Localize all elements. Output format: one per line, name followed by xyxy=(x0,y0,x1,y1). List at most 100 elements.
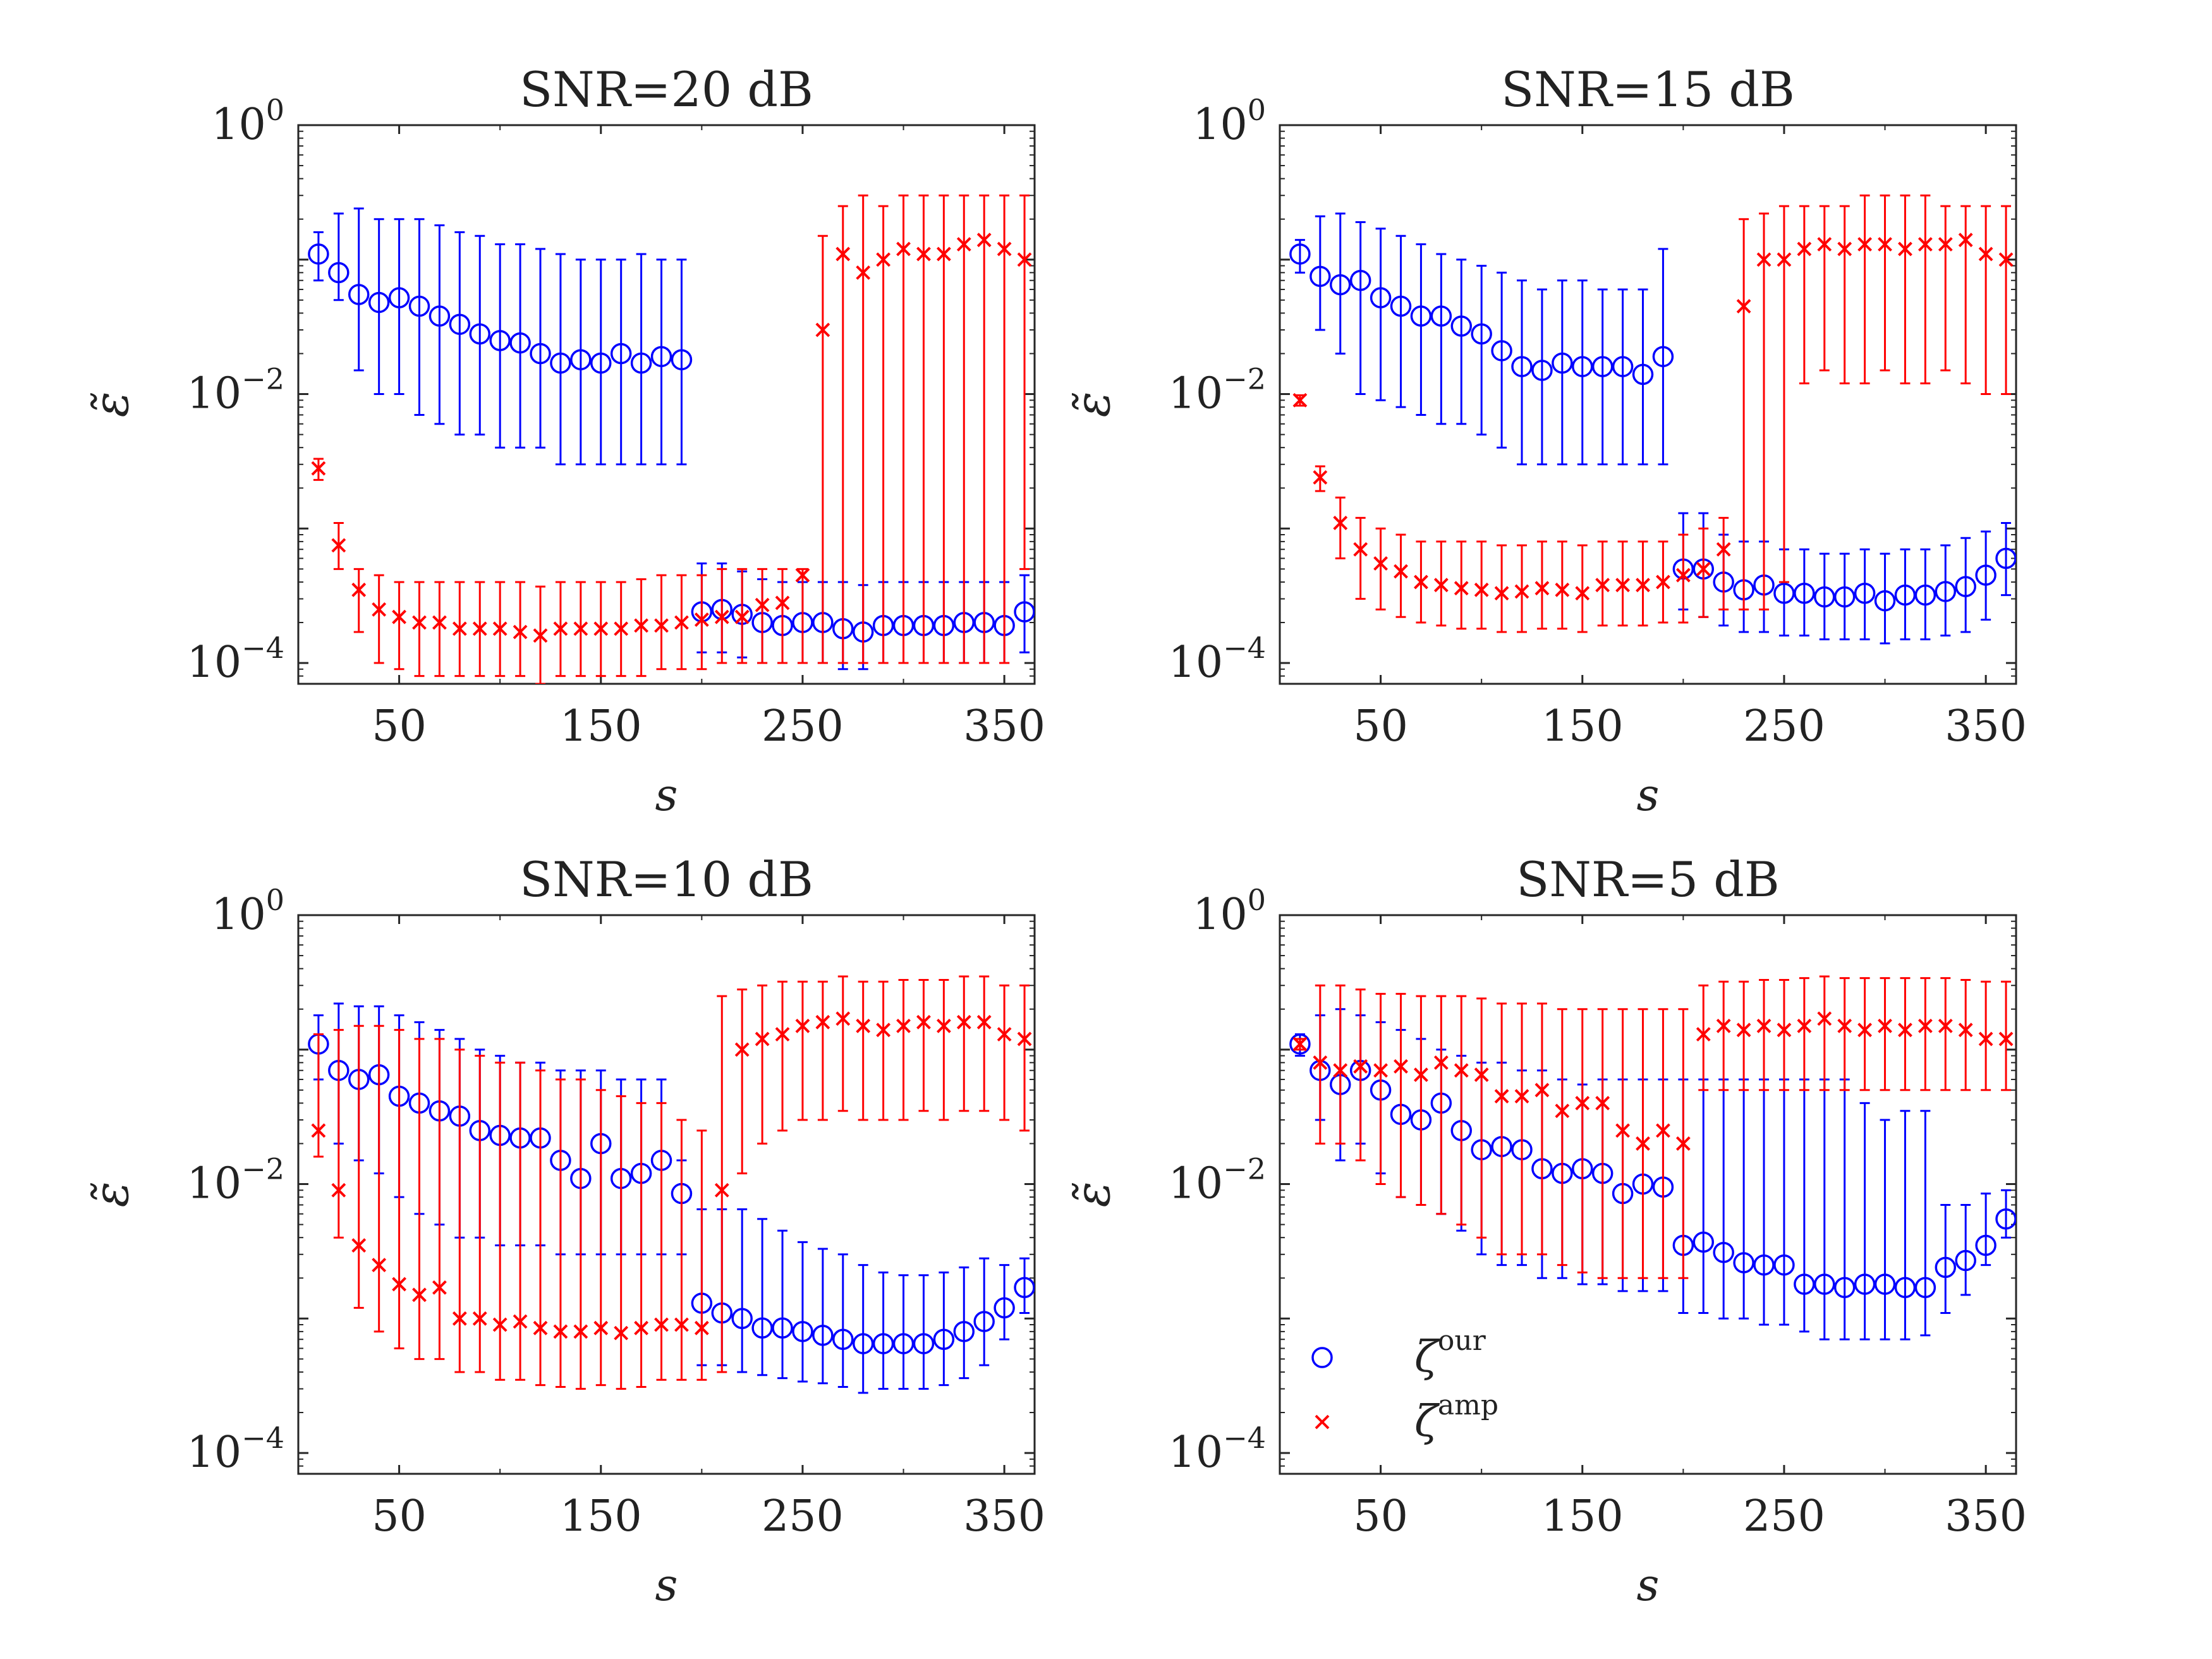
data-point-x xyxy=(331,538,346,553)
data-point-circle xyxy=(1914,1277,1936,1299)
data-point-x xyxy=(1958,233,1973,248)
x-axis-label: s xyxy=(655,1559,678,1611)
data-point-x xyxy=(1837,241,1852,257)
data-point-circle xyxy=(1773,1254,1795,1276)
data-point-x xyxy=(795,568,810,583)
data-point-x xyxy=(634,618,649,633)
data-point-x xyxy=(351,1238,367,1253)
data-point-x-stroke xyxy=(1353,1059,1368,1074)
data-point-x-stroke xyxy=(936,1018,951,1033)
data-point-x xyxy=(432,615,447,630)
data-point-x xyxy=(1313,1055,1328,1070)
x-tick-label: 250 xyxy=(1743,1492,1825,1541)
data-point-x xyxy=(1534,581,1550,596)
x-tick-label: 50 xyxy=(1353,1492,1408,1541)
data-point-x xyxy=(1373,556,1389,571)
chart-title: SNR=5 dB xyxy=(1516,851,1779,908)
data-point-x xyxy=(513,624,528,640)
data-point-circle xyxy=(913,1333,935,1354)
data-point-x xyxy=(1353,1059,1368,1074)
data-point-circle xyxy=(509,332,531,354)
data-point-x xyxy=(876,252,891,267)
data-point-x-stroke xyxy=(573,621,588,636)
data-point-circle xyxy=(892,1333,915,1354)
data-point-x-stroke xyxy=(634,618,649,633)
data-point-x xyxy=(634,1320,649,1335)
data-point-x-stroke xyxy=(513,1314,528,1329)
data-point-x xyxy=(815,322,830,337)
data-point-x xyxy=(1898,241,1912,257)
data-point-x-stroke xyxy=(1534,1083,1550,1098)
data-point-circle xyxy=(1612,356,1634,377)
data-point-x-stroke xyxy=(1696,561,1711,576)
data-point-x-stroke xyxy=(734,1042,750,1057)
data-point-x-stroke xyxy=(936,246,951,262)
data-point-x-stroke xyxy=(1978,1031,1993,1047)
data-point-x-stroke xyxy=(1917,1018,1933,1033)
data-point-circle xyxy=(1955,1249,1976,1272)
data-point-x xyxy=(573,1324,588,1339)
data-point-x xyxy=(1333,516,1348,530)
data-point-x-stroke xyxy=(1373,1063,1389,1078)
data-point-x-stroke xyxy=(1958,233,1973,248)
data-point-x-stroke xyxy=(896,241,911,257)
data-point-x xyxy=(1998,252,2014,267)
data-point-x-stroke xyxy=(876,1023,891,1038)
data-point-x-stroke xyxy=(836,246,851,262)
data-point-x-stroke xyxy=(593,1320,609,1335)
data-point-x xyxy=(593,1320,609,1335)
data-point-x xyxy=(1575,586,1590,601)
data-point-x-stroke xyxy=(1938,1018,1953,1033)
data-point-x-stroke xyxy=(614,1325,629,1340)
x-tick-label: 350 xyxy=(1945,702,2027,751)
data-point-circle xyxy=(1733,1252,1754,1273)
data-point-circle xyxy=(550,352,571,374)
data-point-x xyxy=(1777,1023,1792,1038)
data-point-circle xyxy=(1632,363,1654,386)
data-point-circle xyxy=(1814,586,1835,608)
data-point-x xyxy=(1636,1136,1650,1151)
data-point-x xyxy=(1837,1018,1852,1033)
data-point-x xyxy=(1998,1031,2014,1047)
series-amp xyxy=(311,975,1032,1390)
data-point-x-stroke xyxy=(1474,582,1489,597)
data-point-circle xyxy=(610,343,632,365)
data-point-x xyxy=(755,597,770,612)
x-tick-label: 50 xyxy=(372,702,427,751)
data-point-x-stroke xyxy=(775,595,790,611)
x-axis-label: s xyxy=(655,769,678,821)
data-point-x-stroke xyxy=(452,1311,467,1326)
data-point-x-stroke xyxy=(452,621,467,636)
data-point-x-stroke xyxy=(1595,578,1610,593)
data-point-x-stroke xyxy=(533,628,548,643)
data-point-x-stroke xyxy=(1017,252,1032,267)
data-point-circle xyxy=(368,291,390,313)
y-tick-label: 100 xyxy=(1193,93,1266,150)
data-point-x xyxy=(1736,1023,1751,1038)
data-point-circle xyxy=(1511,356,1533,377)
data-point-x-stroke xyxy=(1837,241,1852,257)
data-point-circle xyxy=(328,262,349,284)
data-point-x xyxy=(412,1287,427,1303)
data-point-x-stroke xyxy=(1878,1018,1892,1033)
data-point-x-stroke xyxy=(1433,1055,1449,1070)
data-point-x-stroke xyxy=(1394,1059,1408,1074)
data-point-x xyxy=(775,595,790,611)
data-point-x xyxy=(1555,1103,1570,1119)
data-point-x xyxy=(1736,299,1751,313)
x-tick-label: 150 xyxy=(560,1492,642,1541)
data-point-circle xyxy=(832,1328,854,1350)
data-point-x xyxy=(1878,1018,1892,1033)
data-point-x-stroke xyxy=(1978,246,1993,262)
data-point-circle xyxy=(1572,356,1593,377)
data-point-x xyxy=(573,621,588,636)
data-point-x xyxy=(1716,542,1731,557)
data-point-x xyxy=(614,621,629,636)
data-point-circle xyxy=(1914,584,1936,606)
data-point-x xyxy=(1575,1096,1590,1110)
data-point-x xyxy=(1696,1027,1711,1042)
data-point-x xyxy=(714,1182,729,1198)
data-point-x xyxy=(1675,1136,1691,1151)
data-point-circle xyxy=(428,305,451,327)
data-point-circle xyxy=(1874,1273,1896,1295)
